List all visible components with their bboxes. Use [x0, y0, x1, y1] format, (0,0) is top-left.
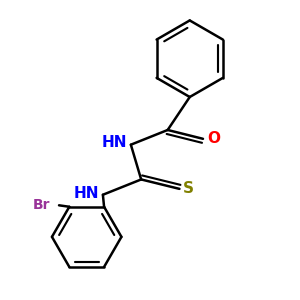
Text: S: S [183, 182, 194, 196]
Text: O: O [207, 131, 220, 146]
Text: HN: HN [102, 135, 127, 150]
Text: HN: HN [74, 186, 99, 201]
Text: Br: Br [33, 198, 50, 212]
